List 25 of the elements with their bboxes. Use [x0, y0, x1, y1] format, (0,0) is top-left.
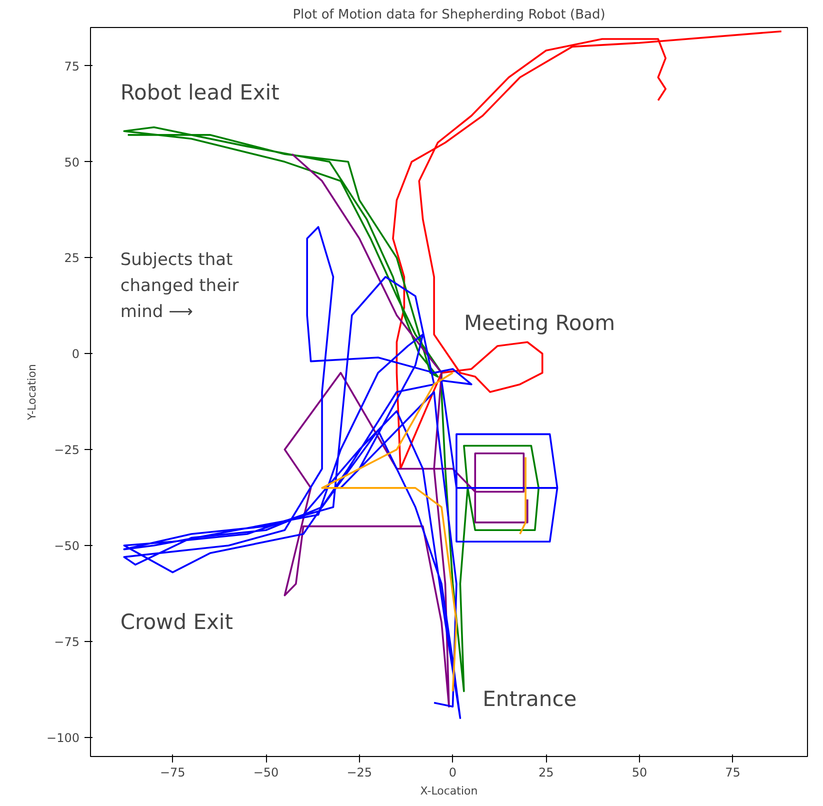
chart-title: Plot of Motion data for Shepherding Robot (Bad)	[292, 8, 606, 22]
annotation: Robot lead Exit	[120, 80, 280, 105]
x-tick-label: 25	[538, 766, 554, 780]
annotation: Meeting Room	[464, 310, 616, 335]
y-tick-label: 50	[64, 155, 80, 170]
annotation: Entrance	[482, 686, 577, 711]
x-tick-label: 50	[632, 766, 648, 780]
x-tick-label: −75	[160, 766, 186, 780]
x-tick-label: 75	[725, 766, 740, 780]
annotation: Crowd Exit	[120, 610, 234, 634]
line-series	[321, 372, 458, 692]
y-tick-label: 75	[64, 59, 80, 74]
x-tick-label: 0	[448, 766, 457, 780]
y-tick-label: −25	[54, 443, 80, 458]
y-tick-label: −100	[46, 730, 80, 745]
x-axis-title: X-Location	[420, 784, 478, 798]
y-tick-label: 25	[64, 251, 80, 266]
y-tick-label: 0	[72, 347, 80, 362]
annotation: Subjects that changed their mind ⟶	[120, 250, 239, 322]
x-tick-label: −50	[253, 766, 279, 780]
line-series	[392, 30, 782, 470]
y-tick-label: −75	[54, 634, 80, 649]
x-tick-label: −25	[346, 766, 372, 780]
y-tick-label: −50	[54, 538, 80, 553]
y-axis-title: Y-Location	[26, 364, 39, 421]
